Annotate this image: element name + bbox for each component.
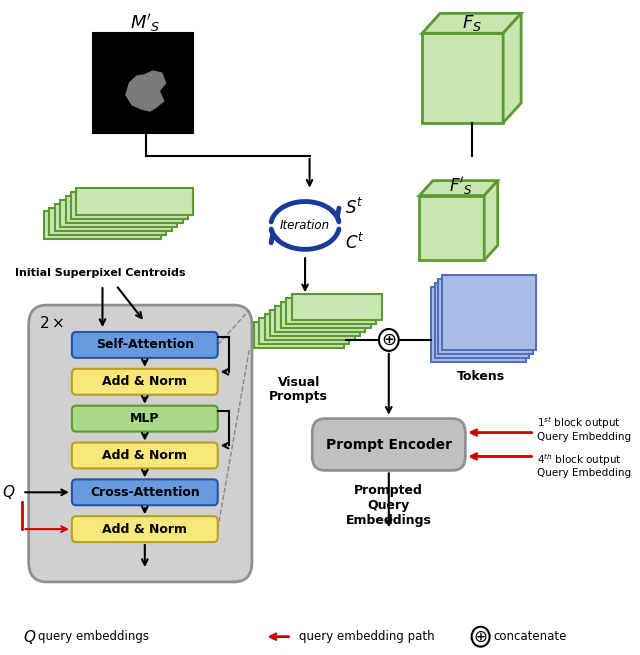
Polygon shape	[126, 71, 166, 111]
FancyBboxPatch shape	[72, 332, 218, 358]
Text: $\oplus$: $\oplus$	[474, 627, 488, 646]
FancyBboxPatch shape	[72, 405, 218, 432]
Text: query embedding path: query embedding path	[299, 630, 435, 643]
Polygon shape	[422, 33, 503, 123]
Polygon shape	[484, 181, 498, 260]
Polygon shape	[65, 196, 182, 223]
Circle shape	[472, 627, 490, 646]
FancyBboxPatch shape	[312, 419, 465, 470]
Polygon shape	[286, 298, 376, 324]
Polygon shape	[49, 208, 166, 235]
Bar	[435, 283, 529, 358]
Text: $F_S$: $F_S$	[461, 13, 482, 33]
Text: $M'_S$: $M'_S$	[131, 12, 161, 34]
Text: Query: Query	[367, 498, 410, 512]
Polygon shape	[253, 322, 344, 348]
Text: Add & Norm: Add & Norm	[102, 375, 188, 388]
Text: Prompts: Prompts	[269, 390, 328, 403]
FancyBboxPatch shape	[29, 305, 252, 582]
FancyBboxPatch shape	[72, 479, 218, 505]
Text: $F'_S$: $F'_S$	[449, 175, 473, 196]
Text: $4^{th}$ block output: $4^{th}$ block output	[538, 453, 622, 468]
Text: query embeddings: query embeddings	[38, 630, 148, 643]
Polygon shape	[259, 318, 349, 344]
Polygon shape	[270, 310, 360, 336]
Polygon shape	[71, 191, 188, 219]
Polygon shape	[281, 302, 371, 328]
Polygon shape	[422, 13, 521, 33]
Text: $2\times$: $2\times$	[40, 315, 65, 331]
FancyBboxPatch shape	[72, 369, 218, 395]
Bar	[438, 279, 533, 354]
Text: $C^t$: $C^t$	[345, 233, 364, 253]
Polygon shape	[76, 187, 193, 215]
Polygon shape	[44, 212, 161, 239]
Text: Prompted: Prompted	[355, 484, 423, 496]
Circle shape	[379, 329, 399, 351]
Text: $Q$: $Q$	[2, 483, 15, 501]
Text: Add & Norm: Add & Norm	[102, 523, 188, 536]
Polygon shape	[419, 196, 484, 260]
FancyBboxPatch shape	[72, 443, 218, 468]
Polygon shape	[292, 294, 381, 320]
Text: $S^t$: $S^t$	[345, 197, 364, 217]
Text: Visual: Visual	[278, 376, 320, 389]
Text: Add & Norm: Add & Norm	[102, 449, 188, 462]
Text: Iteration: Iteration	[280, 219, 330, 232]
Text: $Q$: $Q$	[23, 627, 36, 646]
Text: Embeddings: Embeddings	[346, 514, 432, 527]
Text: MLP: MLP	[130, 412, 159, 425]
Text: Prompt Encoder: Prompt Encoder	[326, 438, 452, 451]
Polygon shape	[264, 314, 355, 340]
Text: Initial Superpixel Centroids: Initial Superpixel Centroids	[15, 269, 186, 278]
Text: Cross-Attention: Cross-Attention	[90, 486, 200, 499]
Text: Tokens: Tokens	[456, 370, 505, 383]
Polygon shape	[503, 13, 521, 123]
Polygon shape	[55, 204, 172, 231]
Text: Query Embedding: Query Embedding	[538, 432, 632, 441]
FancyBboxPatch shape	[72, 516, 218, 542]
Text: Query Embedding: Query Embedding	[538, 468, 632, 478]
Text: concatenate: concatenate	[493, 630, 566, 643]
Bar	[442, 275, 536, 350]
Text: Self-Attention: Self-Attention	[96, 339, 194, 352]
Polygon shape	[419, 181, 498, 196]
Bar	[93, 33, 193, 133]
Text: $1^{st}$ block output: $1^{st}$ block output	[538, 416, 621, 432]
Bar	[431, 287, 525, 362]
Text: $\oplus$: $\oplus$	[381, 331, 397, 349]
Polygon shape	[275, 306, 365, 332]
Polygon shape	[60, 200, 177, 227]
